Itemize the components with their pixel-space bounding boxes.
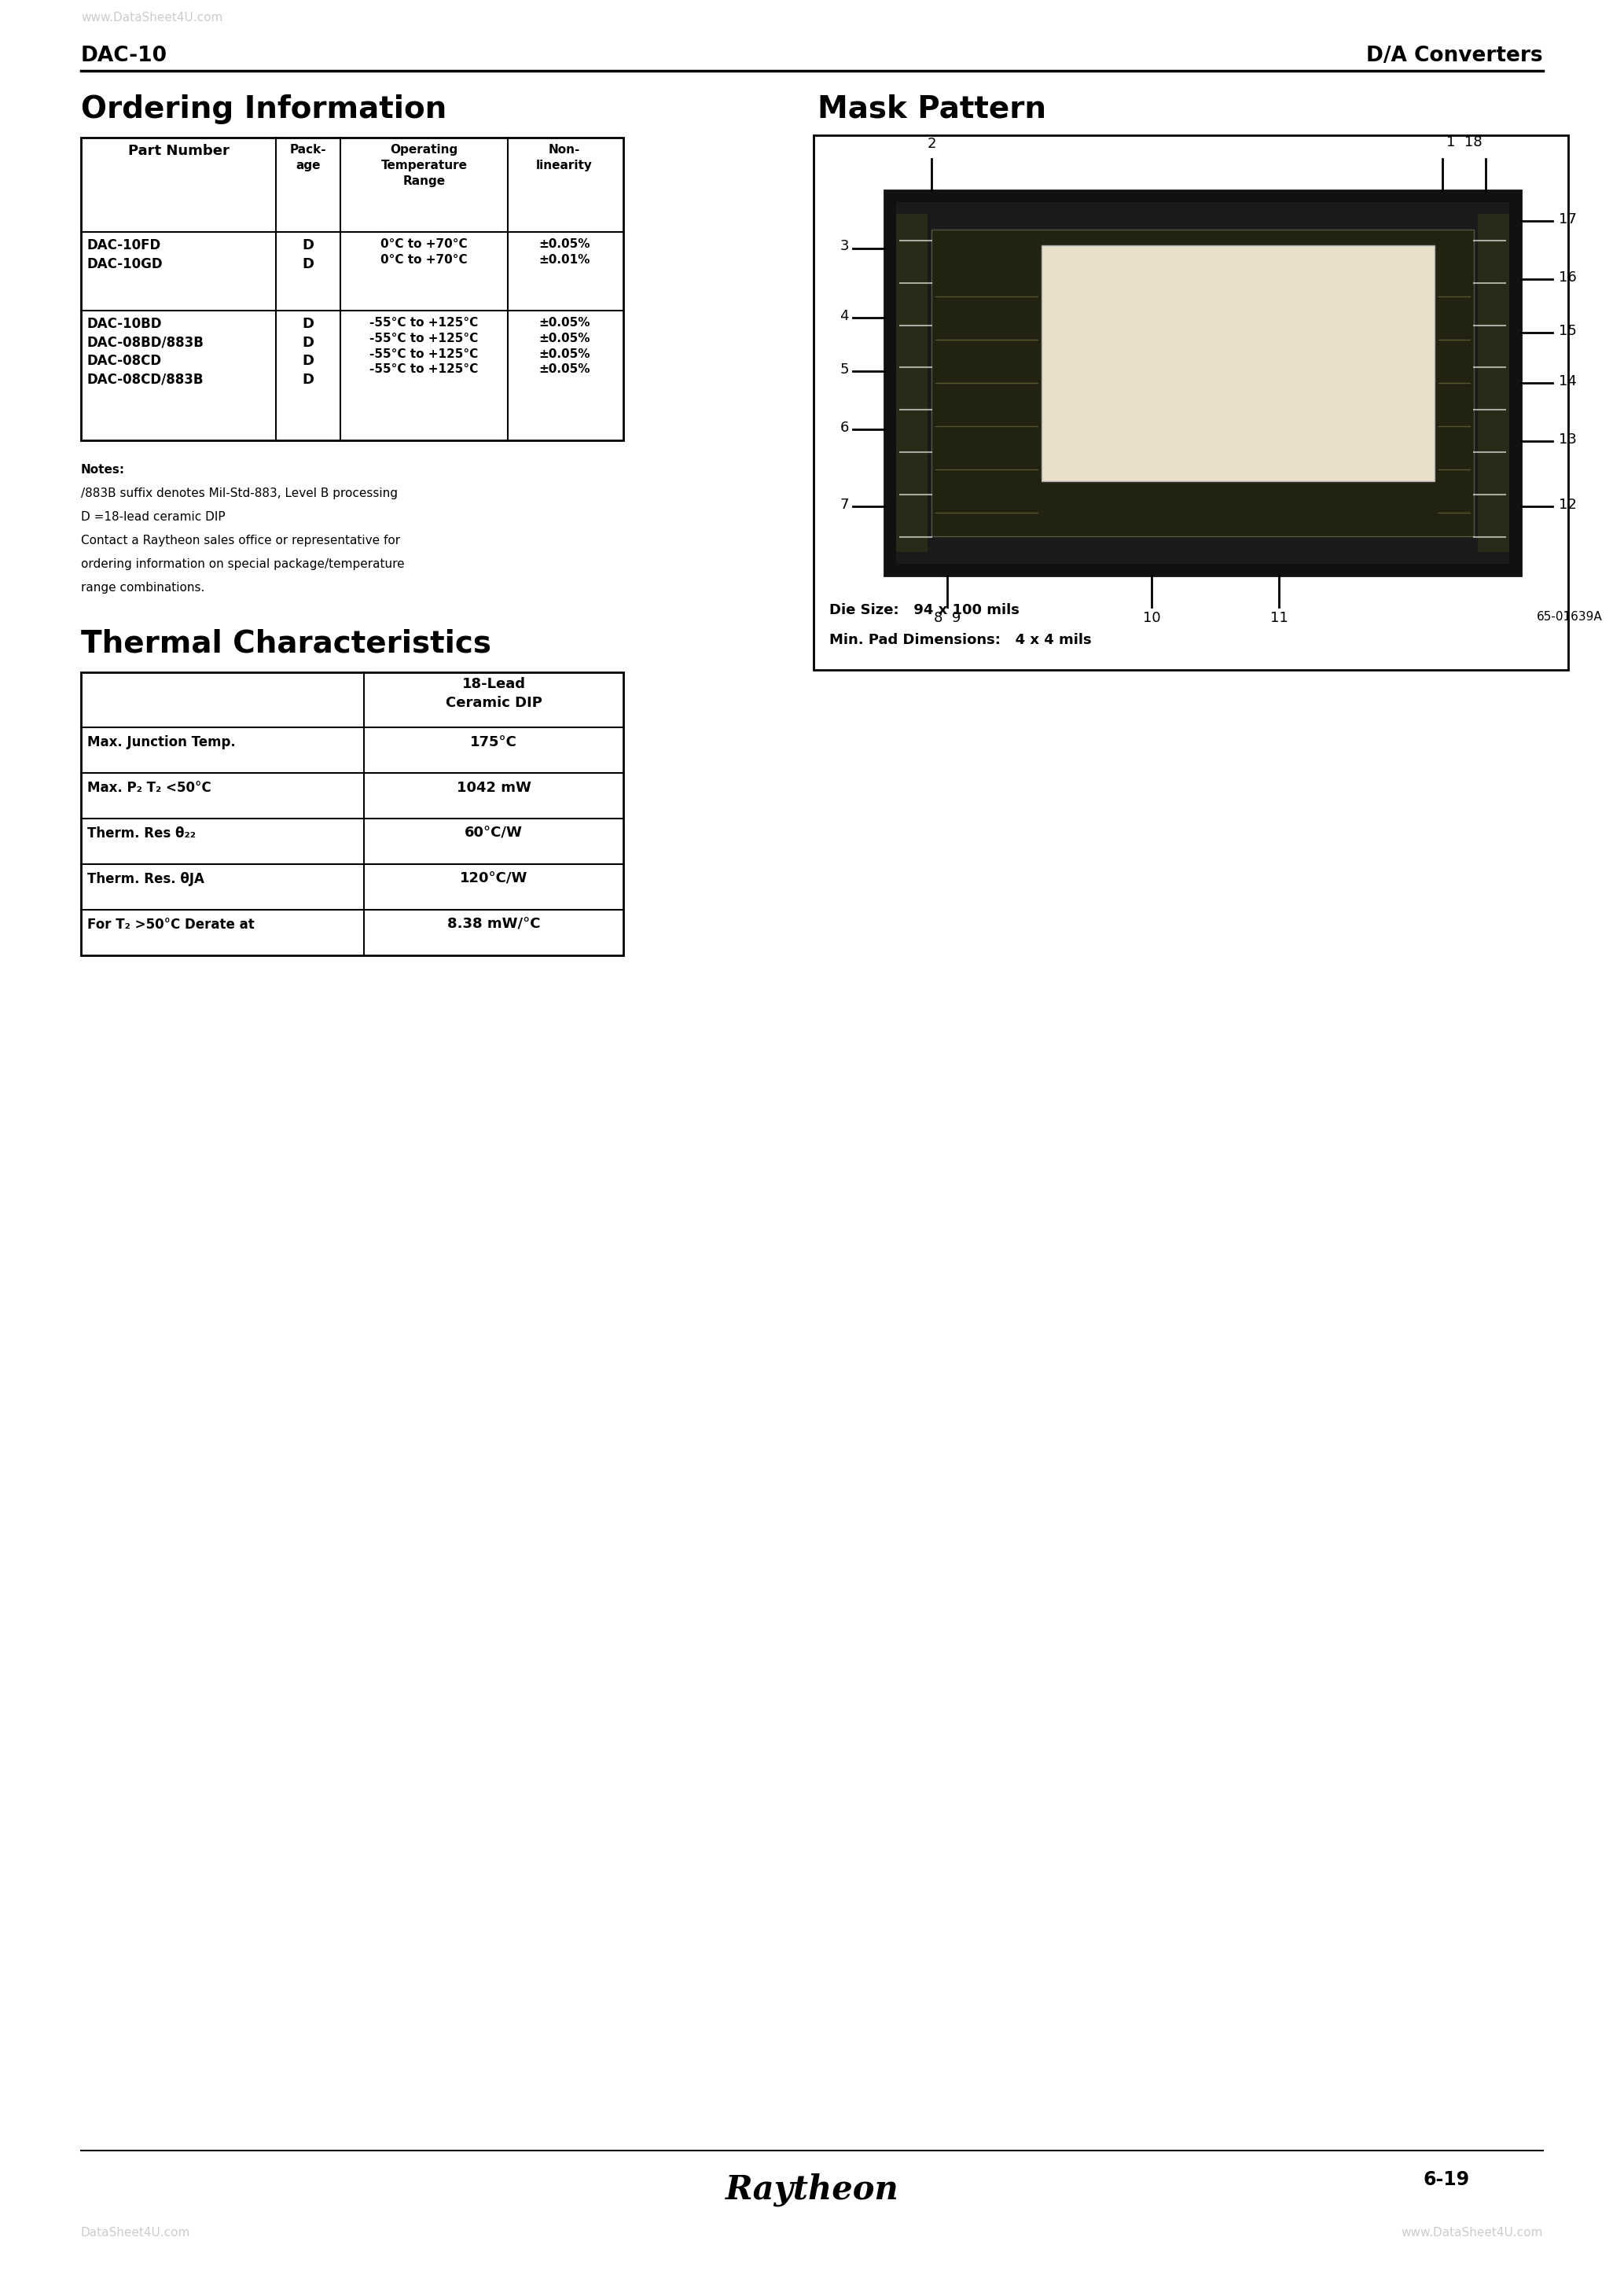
Text: 65-01639A: 65-01639A xyxy=(1536,611,1603,622)
Text: 11: 11 xyxy=(1270,611,1288,625)
Text: Ordering Information: Ordering Information xyxy=(81,94,447,124)
Text: 17: 17 xyxy=(1559,214,1577,227)
Text: DataSheet4U.com: DataSheet4U.com xyxy=(81,2227,190,2239)
Bar xyxy=(814,135,1569,670)
Text: range combinations.: range combinations. xyxy=(81,581,205,595)
Text: Contact a Raytheon sales office or representative for: Contact a Raytheon sales office or repre… xyxy=(81,535,400,546)
Text: Non-
linearity: Non- linearity xyxy=(536,145,593,172)
Text: Mask Pattern: Mask Pattern xyxy=(817,94,1046,124)
Bar xyxy=(81,138,624,441)
Text: Thermal Characteristics: Thermal Characteristics xyxy=(81,629,492,659)
Bar xyxy=(896,214,927,551)
Text: 0°C to +70°C
0°C to +70°C: 0°C to +70°C 0°C to +70°C xyxy=(380,239,468,266)
Bar xyxy=(896,202,1509,565)
Text: 18-Lead
Ceramic DIP: 18-Lead Ceramic DIP xyxy=(445,677,542,709)
Text: Min. Pad Dimensions:   4 x 4 mils: Min. Pad Dimensions: 4 x 4 mils xyxy=(830,634,1091,647)
Text: Operating
Temperature
Range: Operating Temperature Range xyxy=(382,145,468,186)
Bar xyxy=(1478,214,1509,551)
Text: D
D: D D xyxy=(302,239,313,271)
Text: 15: 15 xyxy=(1559,324,1577,338)
Text: -55°C to +125°C
-55°C to +125°C
-55°C to +125°C
-55°C to +125°C: -55°C to +125°C -55°C to +125°C -55°C to… xyxy=(370,317,479,374)
Text: ±0.05%
±0.01%: ±0.05% ±0.01% xyxy=(539,239,590,266)
Text: ±0.05%
±0.05%
±0.05%
±0.05%: ±0.05% ±0.05% ±0.05% ±0.05% xyxy=(539,317,590,374)
Bar xyxy=(885,191,1522,576)
Text: Part Number: Part Number xyxy=(128,145,229,158)
Text: 175°C: 175°C xyxy=(469,735,516,748)
Text: DAC-10BD
DAC-08BD/883B
DAC-08CD
DAC-08CD/883B: DAC-10BD DAC-08BD/883B DAC-08CD DAC-08CD… xyxy=(88,317,205,386)
Text: D
D
D
D: D D D D xyxy=(302,317,313,386)
Text: Max. P₂ T₂ <50°C: Max. P₂ T₂ <50°C xyxy=(88,781,211,794)
Text: 120°C/W: 120°C/W xyxy=(460,872,528,886)
Text: www.DataSheet4U.com: www.DataSheet4U.com xyxy=(1402,2227,1543,2239)
Text: 2: 2 xyxy=(927,138,935,152)
Text: DAC-10FD
DAC-10GD: DAC-10FD DAC-10GD xyxy=(88,239,162,271)
Bar xyxy=(1041,246,1434,482)
Text: Pack-
age: Pack- age xyxy=(289,145,326,172)
Text: 16: 16 xyxy=(1559,271,1577,285)
Text: Therm. Res θ₂₂: Therm. Res θ₂₂ xyxy=(88,827,197,840)
Text: 13: 13 xyxy=(1559,432,1577,445)
Text: Max. Junction Temp.: Max. Junction Temp. xyxy=(88,735,235,748)
Text: 1  18: 1 18 xyxy=(1445,135,1483,149)
Text: 7: 7 xyxy=(840,498,849,512)
Text: 12: 12 xyxy=(1559,498,1577,512)
Text: /883B suffix denotes Mil-Std-883, Level B processing: /883B suffix denotes Mil-Std-883, Level … xyxy=(81,487,398,498)
Text: Raytheon: Raytheon xyxy=(726,2172,898,2206)
Text: Therm. Res. θJA: Therm. Res. θJA xyxy=(88,872,205,886)
Text: 60°C/W: 60°C/W xyxy=(464,827,523,840)
Text: Notes:: Notes: xyxy=(81,464,125,475)
Text: 8.38 mW/°C: 8.38 mW/°C xyxy=(447,918,541,932)
Text: 4: 4 xyxy=(840,308,849,324)
Text: 1042 mW: 1042 mW xyxy=(456,781,531,794)
Text: D =18-lead ceramic DIP: D =18-lead ceramic DIP xyxy=(81,512,226,523)
Text: DAC-10: DAC-10 xyxy=(81,46,167,67)
Text: www.DataSheet4U.com: www.DataSheet4U.com xyxy=(81,11,222,23)
Text: 6-19: 6-19 xyxy=(1424,2170,1470,2188)
Bar xyxy=(81,673,624,955)
Text: 3: 3 xyxy=(840,239,849,253)
Text: 14: 14 xyxy=(1559,374,1577,388)
Bar xyxy=(932,230,1475,537)
Text: D/A Converters: D/A Converters xyxy=(1366,46,1543,67)
Text: 8  9: 8 9 xyxy=(934,611,961,625)
Text: For T₂ >50°C Derate at: For T₂ >50°C Derate at xyxy=(88,918,255,932)
Text: ordering information on special package/temperature: ordering information on special package/… xyxy=(81,558,404,569)
Text: 5: 5 xyxy=(840,363,849,377)
Text: Die Size:   94 x 100 mils: Die Size: 94 x 100 mils xyxy=(830,604,1020,618)
Text: 6: 6 xyxy=(840,420,849,434)
Text: 10: 10 xyxy=(1143,611,1161,625)
